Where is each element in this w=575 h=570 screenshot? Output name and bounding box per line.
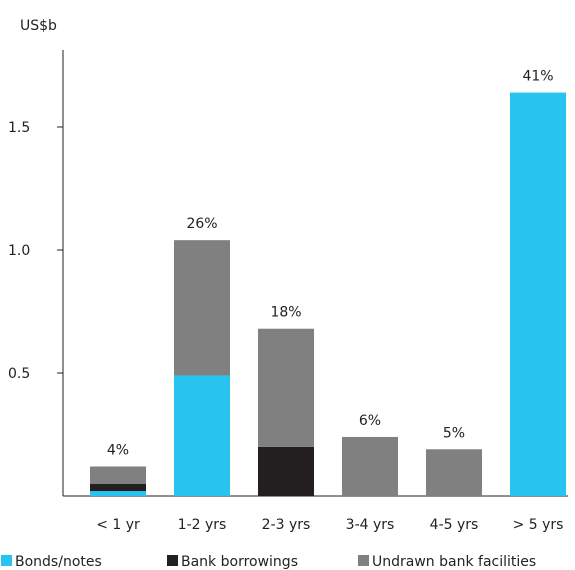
bar-percent-label: 26% [186,216,217,232]
bar-percent-label: 41% [522,69,553,85]
legend: Bonds/notes Bank borrowings Undrawn bank f… [1,554,536,570]
bar-percent-labels: 4% 26% 18% 6% 5% 41% [107,69,554,459]
x-tick-label: > 5 yrs [513,517,564,533]
bar-segment-undrawn-bank-facilities [426,449,482,496]
legend-swatch [1,555,12,566]
y-tick-label: 1.5 [8,120,30,136]
legend-label: Bonds/notes [15,554,102,570]
x-tick-label: 2-3 yrs [262,517,311,533]
legend-item: Bank borrowings [167,554,298,570]
x-tick-label: 3-4 yrs [346,517,395,533]
bar-segment-undrawn-bank-facilities [174,240,230,376]
bar-percent-label: 18% [270,305,301,321]
legend-label: Bank borrowings [181,554,298,570]
legend-swatch [167,555,178,566]
legend-label: Undrawn bank facilities [372,554,536,570]
y-tick-label: 1.0 [8,243,30,259]
x-axis-tick-labels: < 1 yr 1-2 yrs 2-3 yrs 3-4 yrs 4-5 yrs > 5 yr… [96,517,563,533]
bar-segment-undrawn-bank-facilities [90,466,146,484]
y-axis: 0.5 1.0 1.5 [8,50,568,497]
legend-item: Undrawn bank facilities [358,554,536,570]
bar-segment-undrawn-bank-facilities [342,436,398,496]
x-tick-label: < 1 yr [96,517,140,533]
y-axis-unit-label: US$b [20,18,57,34]
bars [90,92,566,496]
bar-segment-bank-borrowings [258,446,314,496]
legend-item: Bonds/notes [1,554,102,570]
bar-segment-bonds-notes [510,92,566,496]
legend-swatch [358,555,369,566]
y-tick-label: 0.5 [8,366,30,382]
bar-segment-bonds-notes [174,375,230,496]
bar-percent-label: 6% [359,413,381,429]
bar-percent-label: 5% [443,425,465,441]
bar-segment-undrawn-bank-facilities [258,328,314,447]
x-tick-label: 4-5 yrs [430,517,479,533]
bar-segment-bonds-notes [90,491,146,496]
bar-segment-bank-borrowings [90,483,146,492]
x-tick-label: 1-2 yrs [178,517,227,533]
bar-percent-label: 4% [107,442,129,458]
